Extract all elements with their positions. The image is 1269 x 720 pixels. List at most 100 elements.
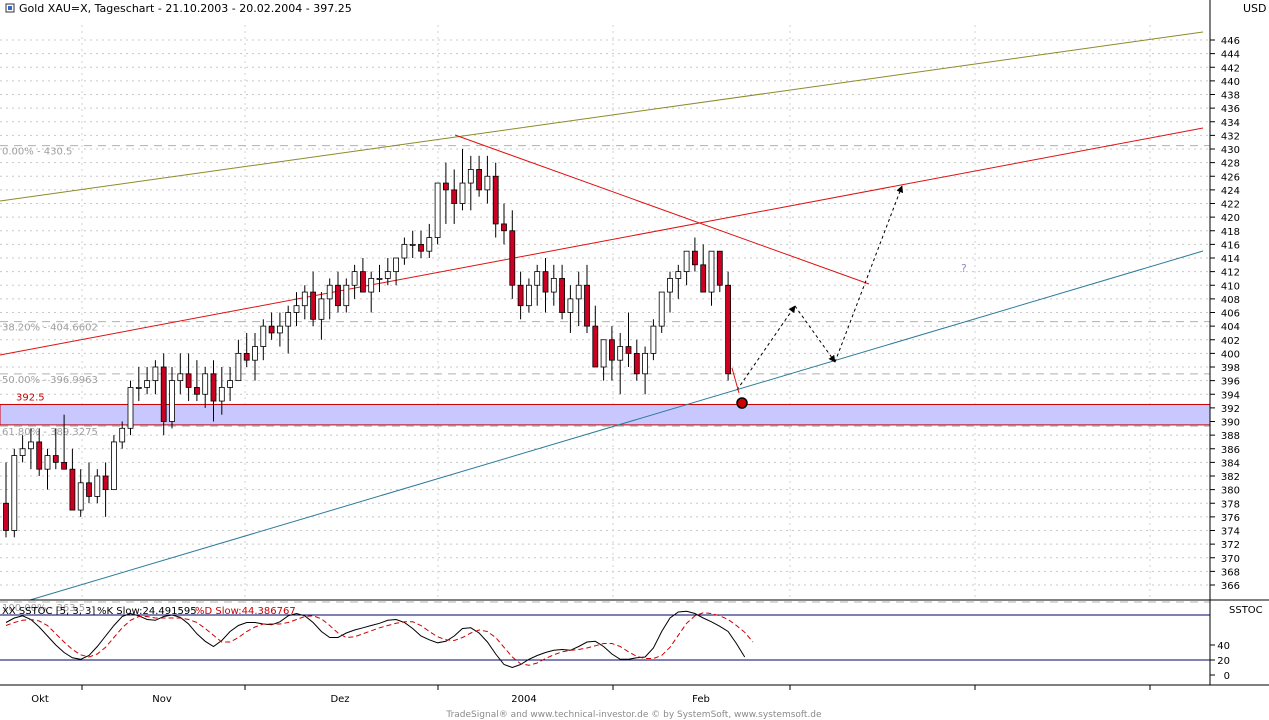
candle-body: [650, 325, 657, 354]
candle-body: [36, 441, 43, 470]
candle-body: [44, 455, 51, 470]
projection-arrows: ?: [731, 185, 967, 409]
support-zone-band: [0, 403, 1211, 426]
price-tick-label: 436: [1221, 104, 1240, 115]
price-tick-label: 396: [1221, 377, 1240, 388]
price-tick-label: 420: [1221, 213, 1240, 224]
price-tick-label: 416: [1221, 240, 1240, 251]
candle-body: [11, 455, 18, 531]
price-tick-label: 388: [1221, 431, 1240, 442]
fibonacci-label: 100.00% - 363.5: [2, 603, 85, 614]
price-tick-label: 434: [1221, 118, 1240, 129]
candle-body: [326, 284, 333, 300]
candle-body: [542, 271, 549, 293]
candle-body: [218, 387, 225, 402]
price-tick-label: 408: [1221, 295, 1240, 306]
candle-body: [293, 305, 300, 313]
candle-body: [716, 250, 723, 286]
candle-body: [401, 243, 408, 259]
price-tick-label: 386: [1221, 445, 1240, 456]
candle-body: [725, 284, 731, 375]
time-axis-label: Okt: [31, 694, 49, 705]
candle-body: [434, 182, 441, 238]
price-tick-label: 412: [1221, 268, 1240, 279]
candle-body: [343, 284, 350, 307]
candle-body: [276, 325, 283, 334]
candle-body: [318, 298, 325, 320]
title-icon-fill: [8, 6, 12, 10]
stoch-tick-label: 40: [1217, 641, 1230, 652]
candle-body: [692, 250, 698, 266]
price-tick-label: 404: [1221, 322, 1240, 333]
candle-body: [409, 243, 416, 246]
price-tick-label: 382: [1221, 472, 1240, 483]
candle-body: [625, 346, 632, 354]
candle-body: [61, 461, 67, 470]
candle-body: [592, 325, 599, 368]
price-tick-label: 406: [1221, 309, 1240, 320]
candle-body: [252, 346, 258, 361]
price-tick-label: 418: [1221, 227, 1240, 238]
candle-body: [127, 387, 134, 429]
candles: [3, 149, 731, 538]
candle-body: [451, 189, 458, 204]
candle-body: [202, 373, 209, 395]
candle-body: [658, 291, 665, 327]
candle-body: [144, 380, 151, 388]
chart-title: Gold XAU=X, Tageschart - 21.10.2003 - 20…: [19, 2, 352, 15]
price-tick-label: 380: [1221, 486, 1240, 497]
price-tick-label: 426: [1221, 172, 1240, 183]
candle-body: [185, 373, 192, 388]
fibonacci-label: 61.80% - 389.3275: [2, 427, 98, 438]
resistance-line: [454, 134, 870, 285]
price-tick-label: 366: [1221, 581, 1240, 592]
price-grid: [0, 25, 1210, 600]
candle-body: [559, 278, 565, 313]
candle-body: [77, 482, 84, 511]
price-tick-label: 428: [1221, 159, 1240, 170]
price-tick-label: 422: [1221, 200, 1240, 211]
support-zone-label: 392.5: [16, 392, 45, 403]
d-slow-label: %D Slow:44.386767: [195, 606, 296, 617]
candle-body: [459, 182, 466, 204]
price-tick-label: 438: [1221, 91, 1240, 102]
candle-body: [119, 427, 126, 443]
price-tick-label: 370: [1221, 554, 1240, 565]
candle-body: [86, 482, 92, 497]
candle-body: [227, 380, 234, 388]
price-tick-label: 444: [1221, 50, 1240, 61]
stoch-series-line: [5, 612, 754, 666]
candle-body: [700, 264, 707, 293]
candle-body: [517, 284, 524, 307]
price-tick-label: 378: [1221, 499, 1240, 510]
candle-body: [177, 373, 184, 382]
candle-body: [418, 243, 424, 252]
candle-body: [310, 291, 317, 320]
price-tick-label: 390: [1221, 418, 1240, 429]
candle-body: [235, 352, 242, 382]
candle-body: [243, 352, 250, 361]
candle-body: [575, 284, 582, 300]
drop-path: [731, 367, 740, 394]
candle-body: [335, 284, 341, 307]
candle-body: [683, 250, 690, 273]
price-tick-label: 430: [1221, 145, 1240, 156]
stochastic-panel: XX SSTOC [5, 3, 3] %K Slow:24.491595%D S…: [0, 599, 1269, 682]
k-slow-label: %K Slow:24.491595: [97, 606, 197, 617]
candle-body: [526, 284, 532, 307]
candle-body: [708, 250, 715, 293]
candle-body: [69, 468, 76, 511]
fibonacci-levels: 0.00% - 430.5 38.20% - 404.6602 50.00% - 3…: [0, 145, 1210, 614]
indicator-title: XX SSTOC [5, 3, 3]: [2, 606, 95, 617]
candle-body: [476, 169, 483, 191]
price-tick-label: 414: [1221, 254, 1240, 265]
price-tick-label: 368: [1221, 567, 1240, 578]
price-tick-label: 442: [1221, 63, 1240, 74]
target-dot-marker: [736, 397, 748, 409]
upper-channel-line: [0, 31, 1204, 202]
candle-body: [102, 475, 109, 491]
price-tick-label: 432: [1221, 131, 1240, 142]
candle-body: [152, 366, 159, 382]
